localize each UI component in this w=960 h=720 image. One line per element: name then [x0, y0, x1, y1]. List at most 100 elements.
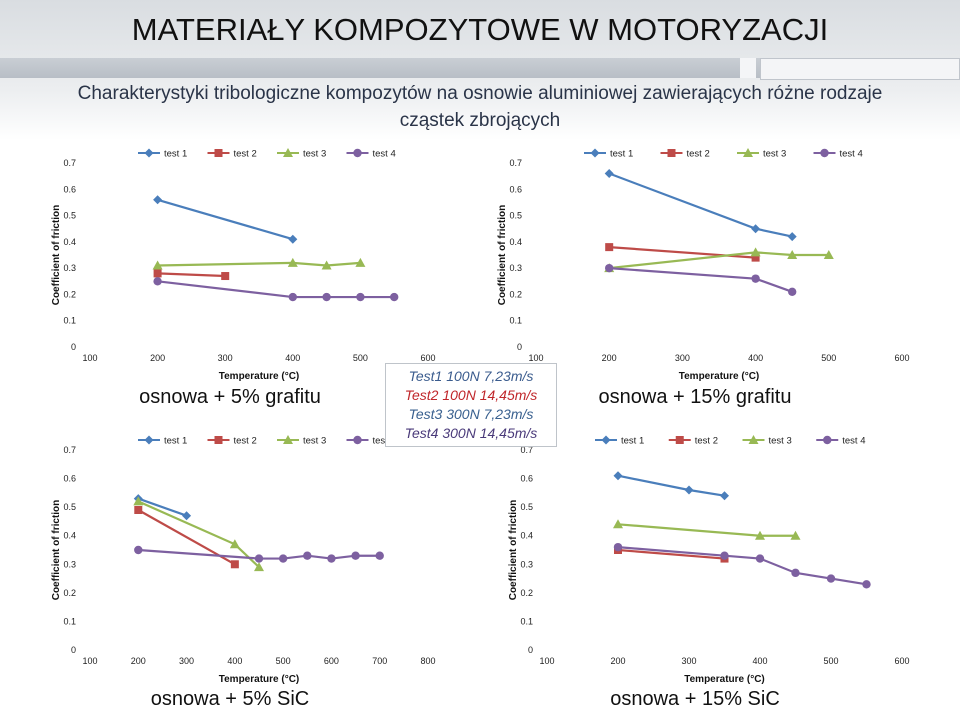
- x-tick-label: 200: [610, 656, 625, 666]
- data-point: [613, 542, 623, 552]
- x-axis-label: Temperature (°C): [219, 674, 300, 685]
- data-point: [605, 263, 614, 273]
- x-tick-label: 300: [179, 656, 194, 666]
- chart-svg: 0 0.1 0.2 0.3 0.4 0.5 0.6 0.7 100 200 300 400 500 600…: [508, 435, 910, 685]
- legend-test1: Test1 100N 7,23m/s: [408, 368, 534, 384]
- y-tick-label: 0: [71, 342, 76, 352]
- legend-marker: [667, 149, 676, 157]
- series-4: [153, 277, 399, 302]
- legend-label: test 2: [234, 436, 257, 447]
- y-tick-label: 0.5: [520, 502, 533, 512]
- series-4: [134, 545, 384, 563]
- data-point: [390, 292, 399, 302]
- series-line: [617, 548, 725, 560]
- y-tick-label: 0.2: [509, 289, 522, 299]
- data-point: [322, 292, 331, 302]
- y-tick-label: 0.7: [520, 445, 533, 455]
- data-point: [221, 272, 230, 281]
- y-tick-label: 0.4: [520, 531, 533, 541]
- y-tick-label: 0: [517, 342, 522, 352]
- series-4: [613, 542, 871, 589]
- series-line: [617, 546, 867, 586]
- y-tick-label: 0.5: [63, 211, 76, 221]
- series-line: [609, 251, 829, 270]
- series-3: [133, 496, 264, 572]
- x-axis-label: Temperature (°C): [684, 674, 765, 685]
- x-tick-label: 200: [602, 353, 617, 363]
- data-point: [613, 519, 623, 529]
- legend-marker: [748, 435, 759, 444]
- series-1: [133, 494, 192, 521]
- legend-marker: [820, 148, 829, 158]
- legend-label: test 1: [164, 436, 187, 447]
- y-tick-label: 0.3: [520, 559, 533, 569]
- y-tick-label: 0: [528, 645, 533, 655]
- legend-label: test 1: [164, 149, 187, 160]
- series-3: [604, 247, 834, 273]
- x-tick-label: 100: [539, 656, 554, 666]
- data-point: [791, 568, 800, 578]
- subtitle-line-1: Charakterystyki tribologiczne kompozytów…: [77, 83, 883, 104]
- data-point: [321, 260, 332, 270]
- legend-marker: [675, 436, 684, 444]
- y-tick-label: 0.6: [63, 184, 76, 194]
- legend-test4: Test4 300N 14,45m/s: [404, 425, 538, 441]
- data-point: [230, 560, 239, 569]
- slide-subtitle: Charakterystyki tribologiczne kompozytów…: [0, 80, 960, 134]
- x-tick-label: 500: [276, 656, 291, 666]
- y-tick-label: 0.2: [63, 289, 76, 299]
- y-tick-label: 0.4: [509, 237, 522, 247]
- series-line: [137, 497, 187, 517]
- data-point: [133, 496, 144, 506]
- data-point: [254, 554, 264, 563]
- series-4: [605, 263, 797, 296]
- x-tick-label: 100: [528, 353, 543, 363]
- series-line: [157, 198, 294, 241]
- data-point: [826, 574, 836, 583]
- x-tick-label: 600: [324, 656, 339, 666]
- data-point: [751, 253, 760, 262]
- series-line: [157, 272, 226, 278]
- subtitle-line-2: cząstek zbrojących: [399, 110, 561, 131]
- x-tick-label: 500: [353, 353, 368, 363]
- x-tick-label: 100: [82, 656, 97, 666]
- y-tick-label: 0.7: [509, 158, 522, 168]
- data-point: [134, 506, 143, 514]
- y-tick-label: 0.1: [509, 316, 522, 326]
- test-conditions-legend: Test1 100N 7,23m/s Test2 100N 14,45m/s T…: [385, 363, 557, 447]
- legend-label: test 2: [695, 436, 718, 447]
- data-point: [787, 232, 797, 242]
- data-point: [355, 257, 366, 267]
- series-line: [157, 261, 361, 267]
- data-point: [254, 562, 264, 572]
- chart-5pct-sic: 0 0.1 0.2 0.3 0.4 0.5 0.6 0.7 100 200 300 400 500 600…: [48, 428, 440, 686]
- x-tick-label: 300: [218, 353, 233, 363]
- y-tick-label: 0.4: [63, 237, 76, 247]
- data-point: [153, 269, 162, 278]
- series-line: [617, 523, 796, 537]
- series-2: [153, 269, 230, 281]
- y-axis-label: Coefficient of friction: [51, 205, 62, 306]
- chart-svg: 0 0.1 0.2 0.3 0.4 0.5 0.6 0.7 100 200 300 400 500 600…: [51, 435, 436, 685]
- data-point: [605, 243, 614, 252]
- x-tick-label: 400: [227, 656, 242, 666]
- chart-svg: 0 0.1 0.2 0.3 0.4 0.5 0.6 0.7 100 200 300 400 500 600…: [497, 148, 910, 382]
- caption-5pct-sic: osnowa + 5% SiC: [150, 688, 310, 710]
- legend-marker: [601, 435, 611, 445]
- caption-15pct-graphite: osnowa + 15% grafitu: [598, 386, 792, 408]
- data-point: [153, 195, 163, 205]
- data-point: [278, 554, 288, 563]
- x-tick-label: 300: [681, 656, 696, 666]
- data-point: [375, 551, 384, 560]
- data-point: [303, 551, 312, 560]
- data-point: [152, 260, 163, 270]
- series-2: [605, 243, 760, 262]
- y-axis-label: Coefficient of friction: [497, 205, 508, 306]
- data-point: [288, 234, 298, 244]
- data-point: [751, 224, 761, 234]
- data-point: [351, 551, 360, 560]
- legend-marker: [214, 436, 223, 444]
- x-tick-label: 200: [150, 353, 165, 363]
- x-tick-label: 500: [823, 656, 838, 666]
- data-point: [613, 471, 623, 481]
